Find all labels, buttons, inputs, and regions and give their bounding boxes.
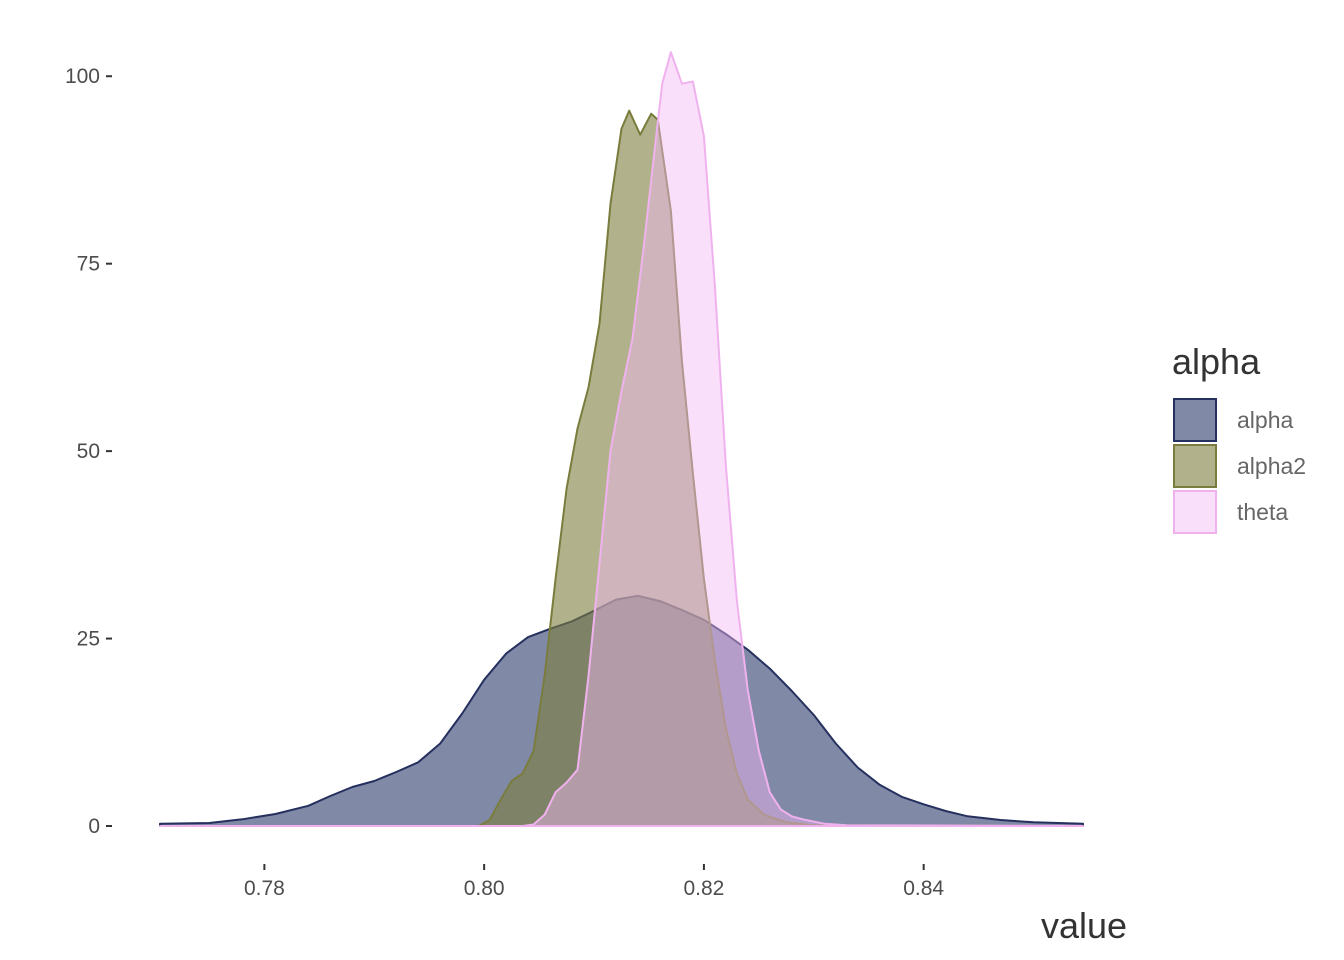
x-tick-label: 0.78 bbox=[244, 877, 285, 900]
legend-items: alpha alpha2 theta bbox=[1173, 398, 1306, 534]
legend-key-alpha bbox=[1173, 398, 1217, 442]
density-area-theta bbox=[159, 51, 1084, 827]
legend-key-alpha2 bbox=[1173, 444, 1217, 488]
y-tick-label: 0 bbox=[88, 815, 100, 838]
legend-key-theta bbox=[1173, 490, 1217, 534]
x-axis: 0.78 0.80 0.82 0.84 bbox=[244, 864, 944, 900]
y-tick-label: 75 bbox=[77, 253, 100, 276]
legend-label-alpha2: alpha2 bbox=[1237, 453, 1306, 479]
density-area-alpha2 bbox=[159, 109, 1084, 827]
legend-title: alpha bbox=[1172, 341, 1261, 382]
y-tick-label: 50 bbox=[77, 440, 100, 463]
plot-areas bbox=[159, 51, 1084, 827]
y-tick-label: 25 bbox=[77, 628, 100, 651]
x-tick-label: 0.84 bbox=[903, 877, 944, 900]
x-axis-title: value bbox=[1041, 905, 1127, 946]
y-axis: 0 25 50 75 100 bbox=[65, 65, 112, 838]
y-tick-label: 100 bbox=[65, 65, 100, 88]
legend-label-alpha: alpha bbox=[1237, 407, 1293, 433]
x-tick-label: 0.80 bbox=[464, 877, 505, 900]
legend-label-theta: theta bbox=[1237, 499, 1288, 525]
legend: alpha alpha alpha2 theta bbox=[1172, 341, 1306, 534]
x-tick-label: 0.82 bbox=[683, 877, 724, 900]
